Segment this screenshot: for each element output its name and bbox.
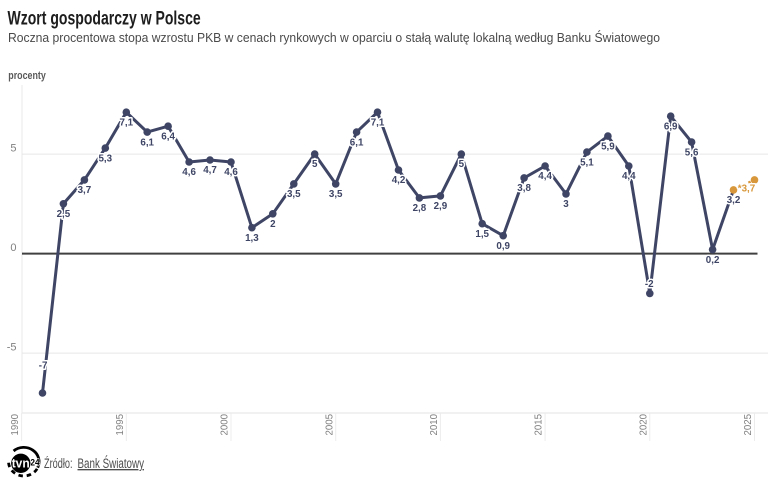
- svg-text:6,1: 6,1: [140, 137, 154, 148]
- svg-text:0: 0: [10, 242, 16, 254]
- svg-text:1995: 1995: [115, 414, 126, 436]
- svg-text:2,5: 2,5: [57, 209, 71, 220]
- svg-text:1,5: 1,5: [475, 229, 489, 240]
- svg-text:tvn: tvn: [12, 457, 30, 471]
- svg-text:3,2: 3,2: [727, 195, 741, 206]
- svg-text:6,1: 6,1: [350, 137, 364, 148]
- svg-text:2,8: 2,8: [413, 203, 427, 214]
- svg-text:24: 24: [30, 456, 40, 467]
- svg-text:2010: 2010: [429, 413, 440, 435]
- svg-text:1,3: 1,3: [245, 233, 259, 244]
- svg-text:7,1: 7,1: [119, 117, 133, 128]
- svg-text:0,2: 0,2: [706, 255, 720, 266]
- svg-text:Źródło:: Źródło:: [44, 456, 73, 471]
- svg-text:2: 2: [270, 219, 276, 230]
- svg-text:4,2: 4,2: [392, 175, 406, 186]
- svg-text:2000: 2000: [220, 413, 231, 435]
- svg-text:Roczna procentowa stopa wzrost: Roczna procentowa stopa wzrostu PKB w ce…: [8, 30, 660, 45]
- svg-text:Wzort gospodarczy w Polsce: Wzort gospodarczy w Polsce: [8, 9, 201, 30]
- svg-text:3,5: 3,5: [287, 189, 301, 200]
- svg-text:procenty: procenty: [8, 70, 46, 82]
- svg-text:4,7: 4,7: [203, 165, 217, 176]
- svg-text:5: 5: [10, 143, 16, 155]
- svg-text:3,5: 3,5: [329, 189, 343, 200]
- svg-text:4,4: 4,4: [538, 171, 552, 182]
- svg-text:0,9: 0,9: [496, 241, 510, 252]
- svg-text:3: 3: [563, 199, 569, 210]
- svg-text:5: 5: [459, 159, 465, 170]
- svg-text:6,4: 6,4: [161, 131, 175, 142]
- svg-text:-5: -5: [7, 342, 17, 354]
- svg-text:2005: 2005: [324, 414, 335, 436]
- svg-text:6,9: 6,9: [664, 121, 678, 132]
- svg-text:2,9: 2,9: [434, 201, 448, 212]
- svg-text:4,6: 4,6: [182, 167, 196, 178]
- svg-text:5: 5: [312, 159, 318, 170]
- svg-text:5,3: 5,3: [98, 153, 112, 164]
- svg-text:Bank Światowy: Bank Światowy: [78, 456, 145, 471]
- svg-text:4,6: 4,6: [224, 167, 238, 178]
- svg-text:2015: 2015: [534, 414, 545, 436]
- svg-text:3,7: 3,7: [78, 185, 92, 196]
- svg-text:2025: 2025: [743, 414, 754, 436]
- svg-text:5,9: 5,9: [601, 141, 615, 152]
- svg-text:7,1: 7,1: [371, 117, 385, 128]
- svg-text:3,8: 3,8: [517, 183, 531, 194]
- svg-text:5,6: 5,6: [685, 147, 699, 158]
- svg-text:*3,7: *3,7: [738, 183, 756, 194]
- svg-text:2020: 2020: [638, 413, 649, 435]
- svg-text:1990: 1990: [10, 413, 21, 435]
- svg-text:-2: -2: [645, 279, 654, 290]
- svg-text:-7: -7: [39, 361, 48, 372]
- svg-text:4,4: 4,4: [622, 171, 636, 182]
- svg-text:5,1: 5,1: [580, 157, 594, 168]
